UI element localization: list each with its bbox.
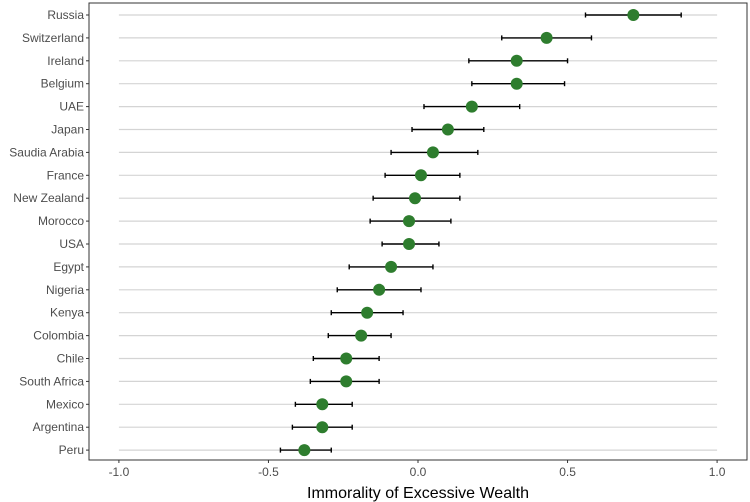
data-point xyxy=(361,306,374,319)
data-point xyxy=(510,77,523,90)
country-label: Kenya xyxy=(50,306,84,320)
data-point xyxy=(373,283,386,296)
country-label: Egypt xyxy=(53,260,84,274)
grid-layer xyxy=(118,14,718,451)
x-tick-label: 0.0 xyxy=(410,465,427,479)
data-point xyxy=(340,375,353,388)
data-point xyxy=(385,260,398,273)
data-point xyxy=(465,100,478,113)
country-label-layer: Russia Switzerland Ireland Belgium UAE Japan S… xyxy=(9,8,84,457)
data-point xyxy=(441,123,454,136)
point-layer xyxy=(298,9,640,457)
data-point xyxy=(540,31,553,44)
error-bar-layer xyxy=(279,12,682,453)
country-label: Chile xyxy=(57,352,85,366)
data-point xyxy=(510,54,523,67)
data-point xyxy=(298,444,311,457)
x-tick-label: -0.5 xyxy=(258,465,279,479)
x-tick-label: 0.5 xyxy=(559,465,576,479)
data-point xyxy=(340,352,353,365)
country-label: Nigeria xyxy=(46,283,84,297)
country-label: South Africa xyxy=(19,374,84,388)
country-label: New Zealand xyxy=(13,191,84,205)
country-label: Peru xyxy=(59,443,84,457)
country-label: Morocco xyxy=(38,214,84,228)
data-point xyxy=(403,215,416,228)
data-point xyxy=(403,238,416,250)
x-tick-label: 1.0 xyxy=(709,465,726,479)
data-point xyxy=(316,398,329,411)
country-label: Saudia Arabia xyxy=(9,145,84,159)
country-label: Belgium xyxy=(41,77,84,91)
data-point xyxy=(355,329,368,342)
x-tick-label: -1.0 xyxy=(109,465,130,479)
country-label: Colombia xyxy=(33,329,84,343)
country-label: Russia xyxy=(47,8,84,22)
data-point xyxy=(409,192,422,205)
country-label: Argentina xyxy=(33,420,85,434)
data-point xyxy=(316,421,329,434)
data-point xyxy=(414,169,427,182)
x-axis: -1.0 -0.5 0.0 0.5 1.0 xyxy=(86,2,748,479)
panel-border xyxy=(88,2,748,461)
country-label: Switzerland xyxy=(22,31,84,45)
country-label: UAE xyxy=(59,100,84,114)
x-axis-title: Immorality of Excessive Wealth xyxy=(307,485,529,502)
data-point xyxy=(426,146,439,159)
country-label: France xyxy=(47,168,85,182)
country-label: Japan xyxy=(51,123,84,137)
country-label: USA xyxy=(59,237,84,251)
country-label: Mexico xyxy=(46,397,84,411)
country-label: Ireland xyxy=(47,54,84,68)
data-point xyxy=(627,9,640,21)
